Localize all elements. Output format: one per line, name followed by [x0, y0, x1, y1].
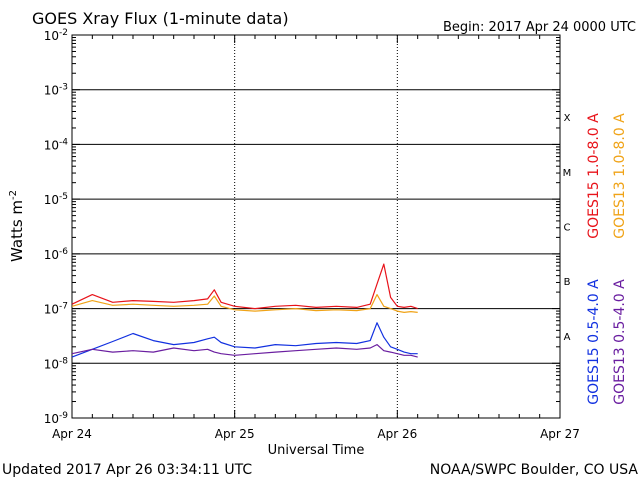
series-line: [71, 294, 418, 313]
series-line: [71, 344, 418, 358]
y-tick-label: 10-5: [44, 192, 68, 207]
flare-class-b: B: [564, 277, 571, 288]
flare-class-m: M: [563, 168, 572, 179]
y-tick-label: 10-3: [44, 83, 68, 98]
y-tick-base: 10: [44, 248, 59, 262]
y-tick-label: 10-7: [44, 302, 68, 317]
y-tick-base: 10: [44, 412, 59, 426]
y-tick-exp: -3: [59, 83, 68, 93]
plot-frame: [71, 34, 561, 419]
series-line: [71, 263, 418, 310]
chart-title: GOES Xray Flux (1-minute data): [32, 9, 289, 28]
y-tick-exp: -5: [59, 192, 68, 202]
flare-class-labels: X M C B A: [563, 113, 572, 343]
series-line: [71, 322, 418, 358]
y-tick-label: 10-2: [44, 28, 68, 43]
x-tick-label: Apr 26: [377, 427, 417, 441]
y-axis-ticks: 10-210-310-410-510-610-710-810-9: [44, 28, 560, 426]
y-tick-base: 10: [44, 193, 59, 207]
x-tick-label: Apr 27: [540, 427, 580, 441]
x-axis-label: Universal Time: [268, 443, 365, 458]
flare-class-c: C: [564, 223, 571, 234]
y-tick-label: 10-9: [44, 411, 69, 426]
y-axis-label-exp: -2: [8, 190, 19, 200]
y-tick-exp: -8: [59, 356, 68, 366]
y-tick-exp: -4: [59, 137, 68, 147]
y-tick-base: 10: [44, 84, 59, 98]
y-tick-base: 10: [44, 29, 59, 43]
y-tick-base: 10: [44, 357, 59, 371]
x-tick-label: Apr 25: [215, 427, 255, 441]
y-axis-label-base: Watts m: [8, 200, 26, 262]
legend-entry: GOES15 1.0-8.0 A: [586, 113, 602, 239]
legend-entry: GOES13 0.5-4.0 A: [612, 279, 628, 405]
grid-lines: [72, 35, 560, 418]
legend-entry: GOES13 1.0-8.0 A: [612, 113, 628, 239]
updated-time: Updated 2017 Apr 26 03:34:11 UTC: [2, 462, 252, 478]
x-axis-ticks: Apr 24 Apr 25 Apr 26 Apr 27: [52, 35, 580, 441]
y-tick-exp: -6: [59, 247, 68, 257]
y-tick-label: 10-6: [44, 247, 69, 262]
y-tick-base: 10: [44, 138, 59, 152]
legend-entry: GOES15 0.5-4.0 A: [586, 279, 602, 405]
flare-class-x: X: [564, 113, 571, 124]
y-tick-exp: -9: [59, 411, 68, 421]
flare-class-a: A: [564, 332, 571, 343]
y-tick-exp: -2: [59, 28, 68, 38]
x-tick-label: Apr 24: [52, 427, 92, 441]
y-tick-label: 10-8: [44, 356, 69, 371]
y-tick-exp: -7: [59, 302, 68, 312]
y-tick-base: 10: [44, 303, 59, 317]
y-tick-label: 10-4: [44, 137, 69, 152]
y-axis-label: Watts m-2: [8, 190, 26, 262]
legend: GOES15 1.0-8.0 A GOES13 1.0-8.0 A GOES15 0…: [586, 113, 628, 405]
credit: NOAA/SWPC Boulder, CO USA: [430, 462, 639, 478]
begin-time: Begin: 2017 Apr 24 0000 UTC: [443, 20, 636, 35]
series-lines: [71, 263, 418, 358]
